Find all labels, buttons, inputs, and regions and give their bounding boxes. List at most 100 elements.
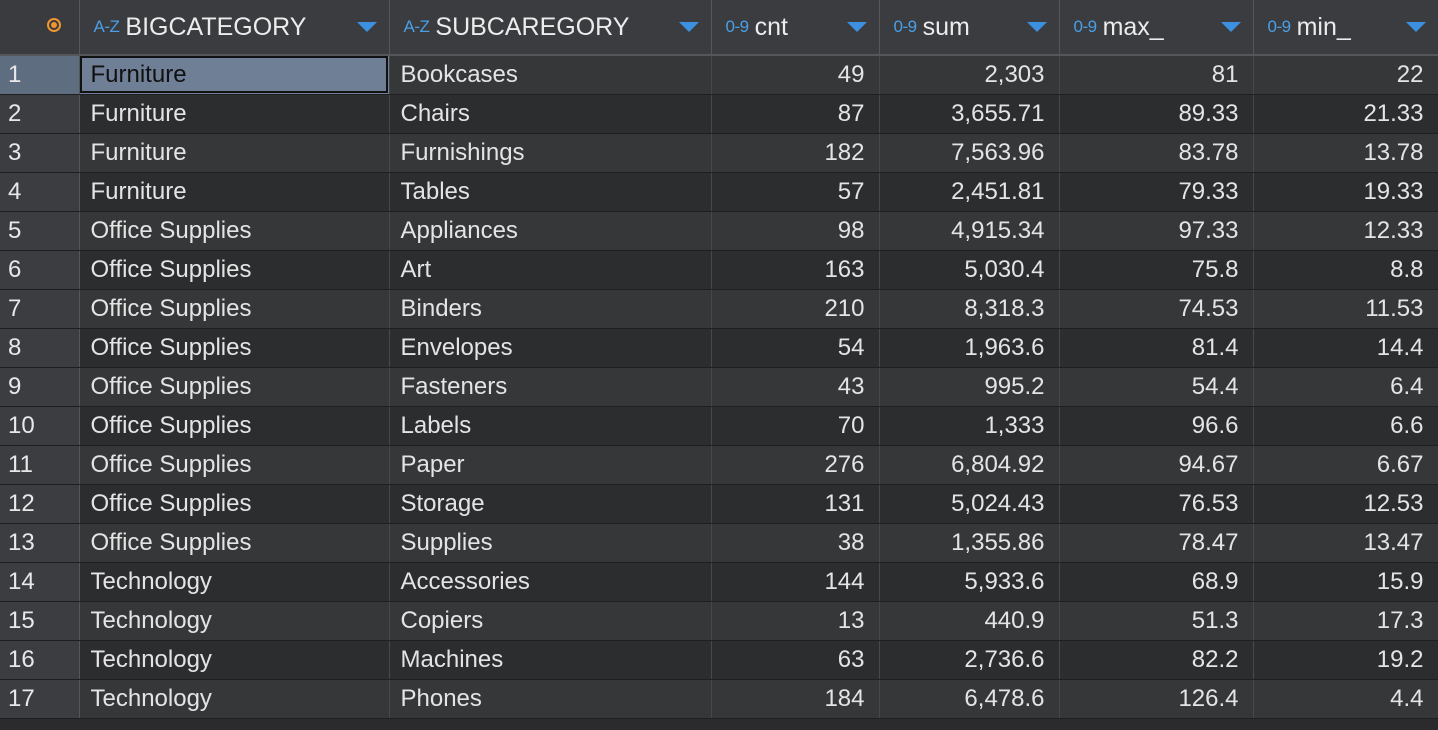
cell-subcategory[interactable]: Accessories — [389, 562, 712, 602]
cell-bigcategory[interactable]: Technology — [79, 640, 390, 680]
cell-subcategory[interactable]: Binders — [389, 289, 712, 329]
cell-cnt[interactable]: 210 — [711, 289, 880, 329]
cell-sum[interactable]: 5,933.6 — [879, 562, 1060, 602]
column-header-sum[interactable]: 0-9 sum — [879, 0, 1060, 56]
table-row[interactable]: 12 Office Supplies Storage 131 5,024.43 76.53… — [0, 484, 1438, 524]
cell-max[interactable]: 96.6 — [1059, 406, 1254, 446]
row-number[interactable]: 13 — [0, 523, 80, 563]
table-row[interactable]: 4 Furniture Tables 57 2,451.81 79.33 19.33 — [0, 172, 1438, 212]
select-all-corner[interactable] — [0, 0, 80, 56]
column-header-cnt[interactable]: 0-9 cnt — [711, 0, 880, 56]
cell-sum[interactable]: 1,333 — [879, 406, 1060, 446]
cell-bigcategory[interactable]: Furniture — [79, 133, 390, 173]
cell-cnt[interactable]: 70 — [711, 406, 880, 446]
cell-min[interactable]: 15.9 — [1253, 562, 1438, 602]
column-header-subcategory[interactable]: A-Z SUBCAREGORY — [389, 0, 712, 56]
cell-subcategory[interactable]: Appliances — [389, 211, 712, 251]
table-row[interactable]: 6 Office Supplies Art 163 5,030.4 75.8 8.8 — [0, 250, 1438, 290]
table-row[interactable]: 11 Office Supplies Paper 276 6,804.92 94.67 6.… — [0, 445, 1438, 485]
cell-sum[interactable]: 4,915.34 — [879, 211, 1060, 251]
cell-sum[interactable]: 1,963.6 — [879, 328, 1060, 368]
row-number[interactable]: 14 — [0, 562, 80, 602]
table-row[interactable]: 3 Furniture Furnishings 182 7,563.96 83.78 13.… — [0, 133, 1438, 173]
cell-max[interactable]: 82.2 — [1059, 640, 1254, 680]
cell-subcategory[interactable]: Machines — [389, 640, 712, 680]
cell-sum[interactable]: 8,318.3 — [879, 289, 1060, 329]
chevron-down-icon[interactable] — [356, 22, 377, 32]
cell-sum[interactable]: 5,024.43 — [879, 484, 1060, 524]
cell-min[interactable]: 19.33 — [1253, 172, 1438, 212]
cell-subcategory[interactable]: Fasteners — [389, 367, 712, 407]
cell-bigcategory[interactable]: Technology — [79, 601, 390, 641]
cell-min[interactable]: 6.4 — [1253, 367, 1438, 407]
cell-cnt[interactable]: 163 — [711, 250, 880, 290]
chevron-down-icon[interactable] — [678, 22, 699, 32]
row-number[interactable]: 11 — [0, 445, 80, 485]
cell-min[interactable]: 19.2 — [1253, 640, 1438, 680]
cell-min[interactable]: 6.67 — [1253, 445, 1438, 485]
cell-subcategory[interactable]: Phones — [389, 679, 712, 719]
cell-min[interactable]: 11.53 — [1253, 289, 1438, 329]
row-number[interactable]: 9 — [0, 367, 80, 407]
cell-max[interactable]: 126.4 — [1059, 679, 1254, 719]
table-row[interactable]: 8 Office Supplies Envelopes 54 1,963.6 81.4 14… — [0, 328, 1438, 368]
cell-max[interactable]: 97.33 — [1059, 211, 1254, 251]
row-number[interactable]: 5 — [0, 211, 80, 251]
column-header-min[interactable]: 0-9 min_ — [1253, 0, 1438, 56]
cell-max[interactable]: 78.47 — [1059, 523, 1254, 563]
row-number[interactable]: 17 — [0, 679, 80, 719]
cell-cnt[interactable]: 49 — [711, 55, 880, 95]
row-number[interactable]: 3 — [0, 133, 80, 173]
cell-sum[interactable]: 995.2 — [879, 367, 1060, 407]
cell-min[interactable]: 12.33 — [1253, 211, 1438, 251]
table-row[interactable]: 13 Office Supplies Supplies 38 1,355.86 78.47… — [0, 523, 1438, 563]
cell-bigcategory[interactable]: Office Supplies — [79, 445, 390, 485]
row-number[interactable]: 8 — [0, 328, 80, 368]
cell-subcategory[interactable]: Labels — [389, 406, 712, 446]
cell-bigcategory[interactable]: Office Supplies — [79, 523, 390, 563]
cell-max[interactable]: 81.4 — [1059, 328, 1254, 368]
cell-max[interactable]: 81 — [1059, 55, 1254, 95]
cell-subcategory[interactable]: Chairs — [389, 94, 712, 134]
table-row[interactable]: 14 Technology Accessories 144 5,933.6 68.9 15.… — [0, 562, 1438, 602]
cell-bigcategory[interactable]: Technology — [79, 562, 390, 602]
cell-cnt[interactable]: 144 — [711, 562, 880, 602]
cell-bigcategory[interactable]: Office Supplies — [79, 406, 390, 446]
cell-cnt[interactable]: 57 — [711, 172, 880, 212]
cell-sum[interactable]: 6,804.92 — [879, 445, 1060, 485]
table-row[interactable]: 16 Technology Machines 63 2,736.6 82.2 19.2 — [0, 640, 1438, 680]
cell-min[interactable]: 22 — [1253, 55, 1438, 95]
cell-subcategory[interactable]: Envelopes — [389, 328, 712, 368]
cell-max[interactable]: 54.4 — [1059, 367, 1254, 407]
cell-bigcategory[interactable]: Furniture — [79, 94, 390, 134]
cell-cnt[interactable]: 63 — [711, 640, 880, 680]
cell-sum[interactable]: 1,355.86 — [879, 523, 1060, 563]
row-number[interactable]: 2 — [0, 94, 80, 134]
cell-max[interactable]: 75.8 — [1059, 250, 1254, 290]
chevron-down-icon[interactable] — [1220, 22, 1241, 32]
cell-bigcategory[interactable]: Office Supplies — [79, 484, 390, 524]
cell-min[interactable]: 21.33 — [1253, 94, 1438, 134]
table-row[interactable]: 15 Technology Copiers 13 440.9 51.3 17.3 — [0, 601, 1438, 641]
table-row[interactable]: 2 Furniture Chairs 87 3,655.71 89.33 21.33 — [0, 94, 1438, 134]
cell-cnt[interactable]: 131 — [711, 484, 880, 524]
table-row[interactable]: 1 Furniture Bookcases 49 2,303 81 22 — [0, 55, 1438, 95]
cell-max[interactable]: 51.3 — [1059, 601, 1254, 641]
cell-cnt[interactable]: 184 — [711, 679, 880, 719]
cell-min[interactable]: 8.8 — [1253, 250, 1438, 290]
row-number[interactable]: 6 — [0, 250, 80, 290]
table-row[interactable]: 9 Office Supplies Fasteners 43 995.2 54.4 6.4 — [0, 367, 1438, 407]
cell-max[interactable]: 79.33 — [1059, 172, 1254, 212]
chevron-down-icon[interactable] — [1405, 22, 1426, 32]
cell-sum[interactable]: 440.9 — [879, 601, 1060, 641]
table-row[interactable]: 10 Office Supplies Labels 70 1,333 96.6 6.6 — [0, 406, 1438, 446]
cell-sum[interactable]: 3,655.71 — [879, 94, 1060, 134]
cell-bigcategory[interactable]: Office Supplies — [79, 250, 390, 290]
cell-cnt[interactable]: 182 — [711, 133, 880, 173]
cell-cnt[interactable]: 43 — [711, 367, 880, 407]
cell-sum[interactable]: 2,451.81 — [879, 172, 1060, 212]
cell-subcategory[interactable]: Storage — [389, 484, 712, 524]
cell-cnt[interactable]: 276 — [711, 445, 880, 485]
cell-subcategory[interactable]: Paper — [389, 445, 712, 485]
row-number[interactable]: 7 — [0, 289, 80, 329]
